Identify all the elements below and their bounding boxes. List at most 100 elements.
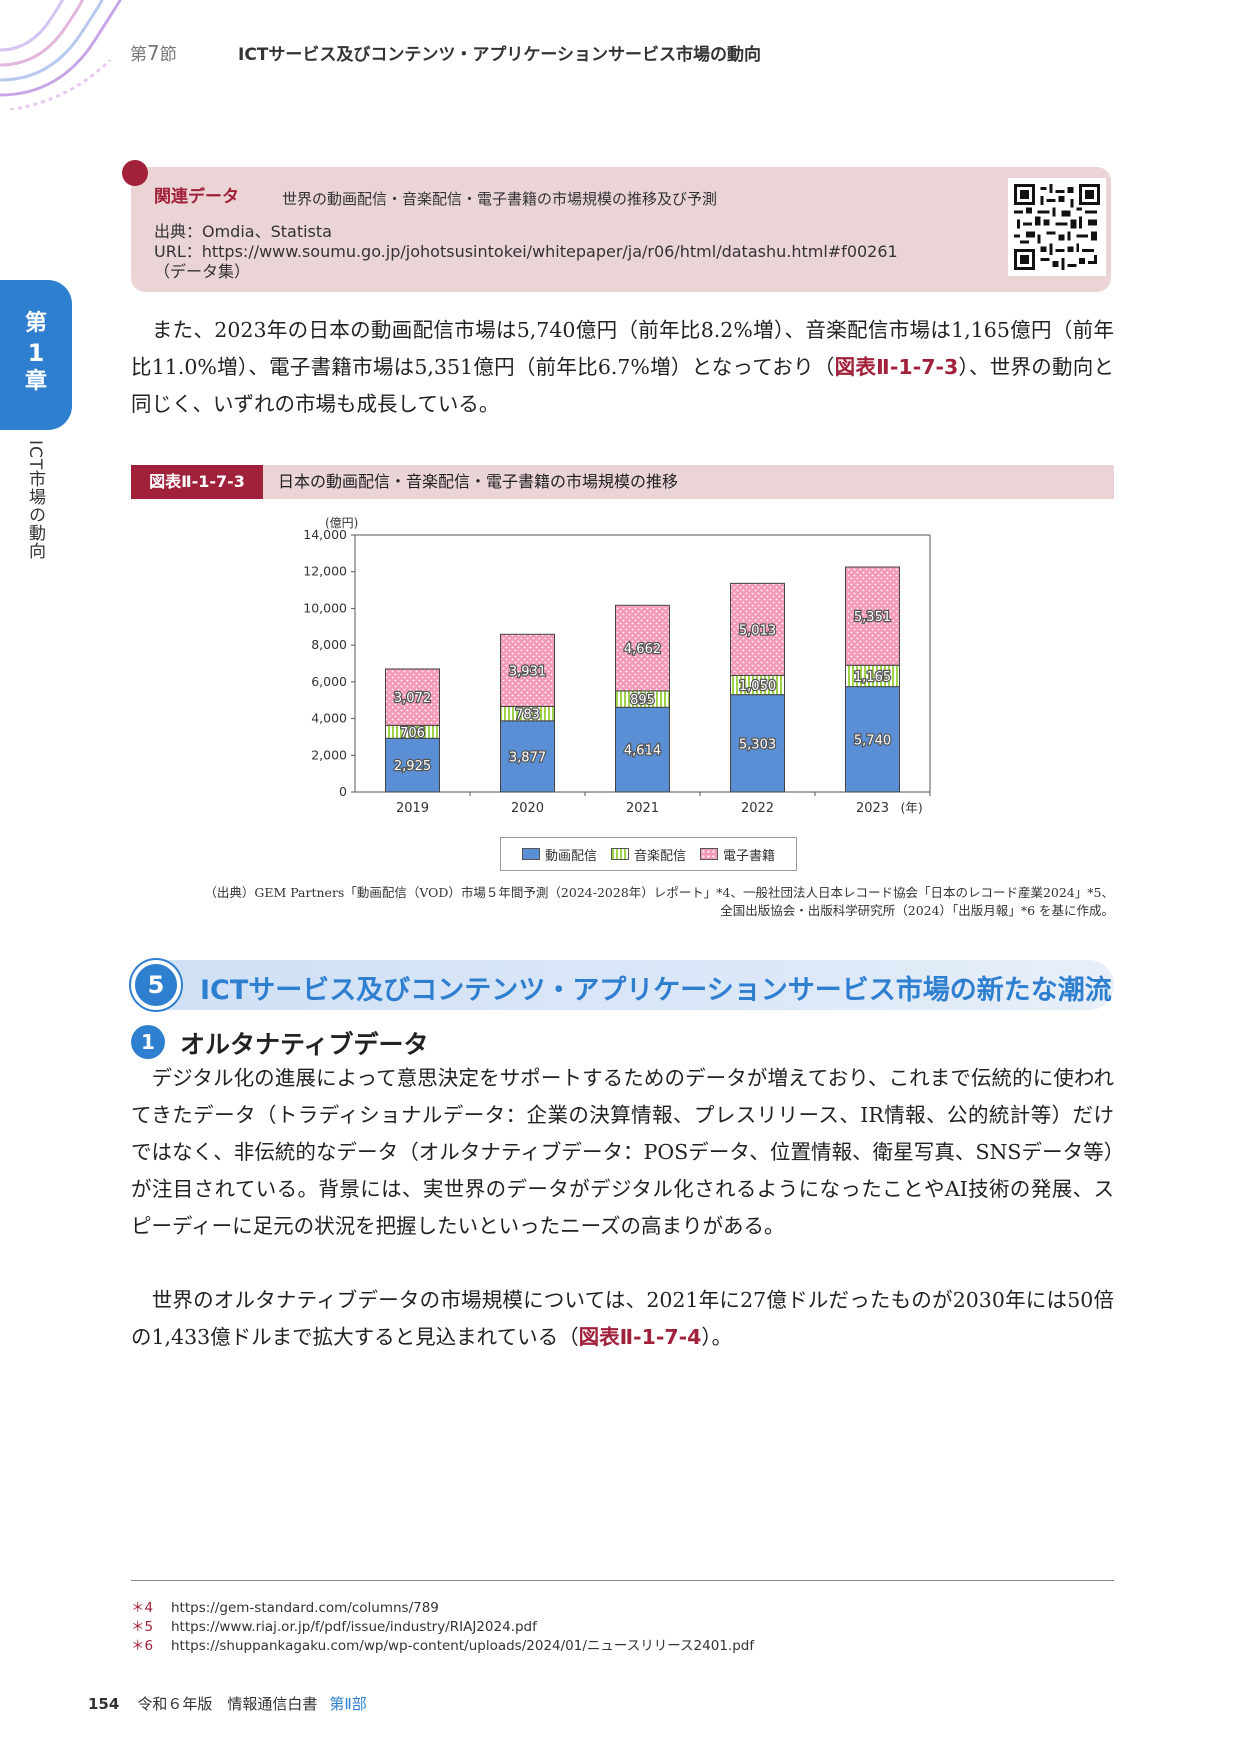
section-num: 7 (147, 41, 160, 65)
para2-text: デジタル化の進展によって意思決定をサポートするためのデータが増えており、これまで… (131, 1066, 1115, 1238)
page-footer: 154 令和６年版 情報通信白書 第Ⅱ部 (88, 1693, 367, 1714)
y-tick-label: 14,000 (303, 527, 347, 542)
related-data-url[interactable]: URL：https://www.soumu.go.jp/johotsusinto… (154, 242, 898, 261)
section-suffix: 節 (159, 45, 177, 65)
page-number: 154 (88, 1695, 120, 1713)
related-data-dot-icon (122, 160, 148, 186)
data-label: 5,013 (739, 623, 776, 638)
bar-video (615, 706, 670, 793)
chapter-tab-char: 第 (24, 311, 47, 336)
footnote-item: ＊5 https://www.riaj.or.jp/f/pdf/issue/ind… (131, 1615, 537, 1635)
data-label: 3,931 (509, 664, 546, 679)
subsection-heading: オルタナティブデータ (180, 1030, 429, 1059)
x-tick-label: 2019 (396, 801, 429, 816)
legend-swatch-video (521, 848, 540, 860)
x-tick-label: 2023 (856, 801, 889, 816)
section-heading-bar (131, 960, 1114, 1010)
footnote-link[interactable]: https://www.riaj.or.jp/f/pdf/issue/indus… (171, 1619, 537, 1635)
legend-label: 動画配信 (544, 848, 597, 864)
y-tick-label: 12,000 (303, 564, 347, 579)
related-data-note: （データ集） (154, 262, 251, 281)
bar-video (500, 720, 555, 793)
x-tick-label: 2022 (741, 801, 774, 816)
body-paragraph-1: また、2023年の日本の動画配信市場は5,740億円（前年比8.2%増）、音楽配… (131, 312, 1114, 423)
corner-decoration (0, 0, 123, 110)
bar-ebook (845, 566, 900, 666)
section-number-badge: 5 (131, 960, 181, 1010)
legend-label: 音楽配信 (633, 848, 686, 864)
data-label: 706 (400, 726, 425, 741)
y-axis-label: (億円) (325, 516, 358, 530)
data-label: 4,614 (624, 744, 661, 759)
footnote-item: ＊4 https://gem-standard.com/columns/789 (131, 1596, 439, 1616)
figure-header-bar (131, 465, 1114, 499)
side-chapter-title: ICT市場の動向 (25, 440, 45, 561)
para3-tail: ）。 (701, 1325, 733, 1349)
chapter-tab-num: 1 (27, 339, 45, 367)
bar-ebook (500, 633, 555, 707)
y-tick-label: 10,000 (303, 600, 347, 615)
data-label: 783 (515, 708, 540, 723)
legend-item-music: 音楽配信 (610, 845, 686, 864)
qr-code-icon[interactable] (1008, 178, 1106, 276)
data-label: 3,877 (509, 750, 546, 765)
section-heading: ICTサービス及びコンテンツ・アプリケーションサービス市場の新たな潮流 (200, 975, 1112, 1006)
bar-ebook (730, 582, 785, 676)
chart-legend: 動画配信 音楽配信 電子書籍 (500, 837, 797, 871)
legend-item-video: 動画配信 (521, 845, 597, 864)
footnote-link[interactable]: https://gem-standard.com/columns/789 (171, 1600, 439, 1616)
footnote-mark: ＊6 (131, 1638, 154, 1654)
section-prefix: 第 (130, 45, 147, 65)
bar-video (385, 737, 440, 793)
y-tick-label: 6,000 (311, 674, 347, 689)
legend-swatch-music (610, 848, 629, 860)
y-tick-label: 8,000 (311, 637, 347, 652)
subsection-number-badge: 1 (131, 1025, 165, 1059)
data-label: 5,351 (854, 610, 891, 625)
data-label: 1,165 (854, 670, 891, 685)
y-tick-label: 2,000 (311, 747, 347, 762)
figure-title: 日本の動画配信・音楽配信・電子書籍の市場規模の推移 (278, 472, 679, 491)
footnote-item: ＊6 https://shuppankagaku.com/wp/wp-conten… (131, 1634, 754, 1654)
section-number: 第7節 (130, 40, 177, 65)
running-header-title: ICTサービス及びコンテンツ・アプリケーションサービス市場の動向 (238, 45, 762, 65)
data-label: 895 (630, 693, 655, 708)
part-label: 第Ⅱ部 (329, 1695, 367, 1713)
legend-item-ebook: 電子書籍 (700, 845, 775, 864)
bar-video (730, 694, 785, 793)
data-label: 1,050 (739, 679, 776, 694)
chapter-tab-char: 章 (24, 369, 47, 394)
figure-source-line2: 全国出版協会・出版科学研究所（2024）「出版月報」*6 を基に作成。 (720, 903, 1114, 918)
footnote-link[interactable]: https://shuppankagaku.com/wp/wp-content/… (171, 1638, 755, 1654)
body-paragraph-2: デジタル化の進展によって意思決定をサポートするためのデータが増えており、これまで… (131, 1060, 1114, 1245)
related-data-label: 関連データ (154, 187, 239, 207)
body-paragraph-3: 世界のオルタナティブデータの市場規模については、2021年に27億ドルだったもの… (131, 1282, 1114, 1356)
legend-swatch-ebook (700, 848, 718, 860)
x-tick-label: 2020 (511, 801, 544, 816)
para1-text: また、2023年の日本の動画配信市場は5,740億円（前年比8.2%増）、音楽配… (131, 318, 1114, 379)
figure-reference-link[interactable]: 図表Ⅱ-1-7-3 (834, 355, 959, 379)
footnote-divider (131, 1580, 1114, 1581)
related-data-box (131, 167, 1111, 292)
data-label: 4,662 (624, 642, 661, 657)
book-title: 令和６年版 情報通信白書 (137, 1695, 318, 1713)
data-label: 5,303 (739, 737, 776, 752)
data-label: 5,740 (854, 733, 891, 748)
figure-reference-link[interactable]: 図表Ⅱ-1-7-4 (578, 1325, 702, 1349)
x-tick-label: 2021 (626, 801, 659, 816)
y-tick-label: 0 (339, 784, 347, 799)
para3-text: 世界のオルタナティブデータの市場規模については、2021年に27億ドルだったもの… (131, 1288, 1114, 1349)
footnote-mark: ＊5 (131, 1619, 154, 1635)
footnote-mark: ＊4 (131, 1600, 154, 1616)
x-axis-unit: (年) (901, 800, 923, 815)
related-data-title: 世界の動画配信・音楽配信・電子書籍の市場規模の推移及び予測 (282, 190, 718, 208)
bar-ebook (615, 604, 670, 692)
figure-source-line1: （出典）GEM Partners「動画配信（VOD）市場５年間予測（2024-2… (204, 885, 1114, 900)
para1-tail: ）、世界の動向と同じく、いずれの市場も成長している。 (131, 355, 1115, 416)
chapter-tab: 第 1 章 (0, 280, 72, 430)
data-label: 3,072 (394, 691, 431, 706)
legend-label: 電子書籍 (723, 848, 776, 864)
stacked-bar-chart: (億円) 0 2,000 4,000 6,000 8,000 10,000 12,000 14,… (303, 516, 931, 816)
data-label: 2,925 (394, 759, 431, 774)
bar-ebook (385, 668, 440, 726)
